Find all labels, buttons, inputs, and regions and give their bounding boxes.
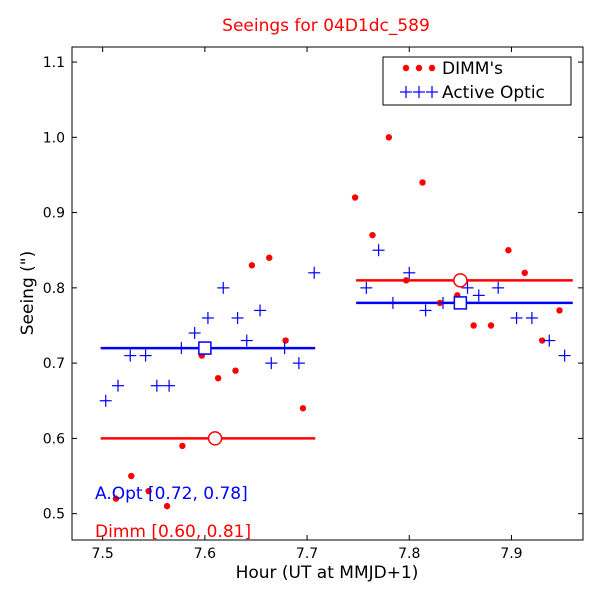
active-optic-point-8	[201, 311, 214, 324]
dimm-point-0	[112, 495, 120, 502]
legend-dimm-dot-1	[415, 64, 423, 72]
dimm-point-6	[214, 374, 222, 382]
dimm-point-19	[470, 322, 477, 329]
y-tick-label-5: 1.0	[43, 130, 65, 146]
active-optic-point-17	[360, 281, 373, 294]
dimm-point-15	[402, 277, 410, 284]
average-marker-2	[207, 431, 223, 446]
active-optic-point-1	[111, 379, 124, 392]
annotation-dimm: Dimm [0.60, 0.81]	[95, 522, 251, 542]
dimm-point-24	[556, 307, 563, 314]
active-optic-point-27	[525, 311, 538, 324]
dimm-point-23	[538, 337, 546, 344]
annotation-aopt: A.Opt [0.72, 0.78]	[95, 484, 248, 504]
active-optic-point-28	[543, 334, 556, 347]
active-optic-point-10	[231, 311, 244, 324]
y-tick-label-3: 0.8	[43, 281, 65, 297]
active-optic-point-16	[308, 266, 321, 279]
legend-marks	[400, 64, 438, 98]
active-optic-point-3	[139, 349, 152, 362]
active-optic-point-12	[254, 304, 267, 317]
chart-title: Seeings for 04D1dc_589	[222, 16, 430, 36]
active-optic-point-5	[163, 379, 176, 392]
y-tick-label-4: 0.9	[43, 206, 65, 222]
y-tick-label-2: 0.7	[43, 356, 65, 372]
dimm-point-3	[163, 502, 171, 510]
plot-marks	[99, 134, 573, 510]
dimm-point-16	[419, 179, 426, 186]
active-optic-point-24	[472, 289, 485, 302]
dimm-point-10	[282, 337, 289, 344]
legend-active-optic-plus-0	[400, 86, 412, 98]
plot-frame	[71, 46, 584, 541]
y-tick-label-0: 0.5	[43, 507, 65, 523]
active-optic-point-25	[492, 281, 505, 294]
x-tick-label-2: 7.7	[296, 546, 318, 562]
dimm-point-14	[385, 134, 393, 141]
x-axis-label: Hour (UT at MMJD+1)	[236, 563, 419, 583]
active-optic-point-13	[265, 357, 278, 370]
average-marker-3	[453, 273, 468, 288]
dimm-point-4	[179, 442, 186, 450]
x-tick-label-0: 7.5	[92, 546, 114, 562]
active-optic-point-19	[386, 296, 399, 309]
dimm-point-13	[369, 231, 376, 239]
active-optic-point-2	[124, 349, 137, 362]
y-tick-label-6: 1.1	[43, 55, 65, 71]
average-marker-0	[198, 341, 212, 355]
dimm-point-11	[299, 405, 307, 412]
legend-label-active-optic: Active Optic	[442, 83, 545, 103]
legend-box	[382, 56, 572, 106]
dimm-point-12	[351, 194, 359, 201]
dimm-point-22	[521, 269, 528, 277]
active-optic-point-9	[217, 281, 230, 294]
dimm-point-7	[232, 367, 239, 374]
active-optic-point-7	[188, 327, 201, 340]
dimm-point-20	[487, 322, 495, 329]
legend-dimm-dot-2	[428, 64, 436, 72]
active-optic-point-22	[436, 296, 449, 309]
active-optic-point-0	[99, 394, 112, 407]
active-optic-point-20	[403, 266, 416, 279]
active-optic-point-15	[292, 357, 305, 370]
legend-active-optic-plus-2	[426, 86, 438, 98]
dimm-point-8	[248, 262, 256, 269]
legend: DIMM's Active Optic	[382, 56, 572, 106]
dimm-point-2	[145, 487, 152, 495]
axis-ticks: 7.5 7.6 7.7 7.8 7.9 0.5 0.6 0.7 0.8 0.9 1.0 1.1	[43, 47, 583, 562]
active-optic-point-29	[558, 349, 571, 362]
x-tick-label-3: 7.8	[398, 546, 420, 562]
active-optic-point-14	[278, 342, 291, 355]
dimm-point-21	[505, 247, 512, 254]
y-axis-label: Seeing (")	[18, 251, 38, 336]
active-optic-point-11	[240, 334, 253, 347]
x-tick-label-1: 7.6	[194, 546, 216, 562]
active-optic-point-18	[372, 244, 385, 257]
active-optic-point-4	[150, 379, 163, 392]
active-optic-point-21	[419, 304, 432, 317]
active-optic-point-26	[510, 311, 523, 324]
dimm-point-9	[266, 254, 273, 261]
x-tick-label-4: 7.9	[500, 546, 522, 562]
active-optic-point-23	[461, 281, 474, 294]
y-tick-label-1: 0.6	[43, 431, 65, 447]
legend-label-dimm: DIMM's	[442, 59, 503, 79]
dimm-point-1	[128, 472, 135, 480]
legend-dimm-dot-0	[402, 64, 410, 72]
legend-active-optic-plus-1	[413, 86, 425, 98]
average-marker-1	[453, 296, 468, 310]
active-optic-point-6	[175, 342, 188, 355]
